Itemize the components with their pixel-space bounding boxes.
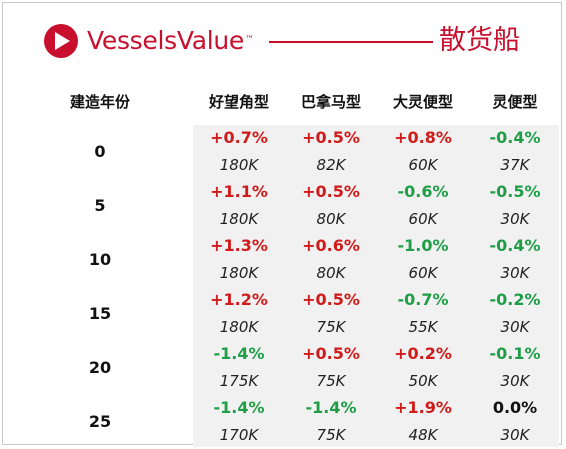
change-cell: -0.1% [489,344,541,363]
change-cell: +0.7% [210,128,268,147]
value-cell: 37K [500,156,530,174]
age-label: 15 [88,304,112,323]
age-label: 25 [88,412,112,431]
value-cell: 175K [219,372,259,390]
change-cell: +0.5% [302,128,360,147]
value-cell: 48K [408,426,438,444]
age-column-header: 建造年份 [69,93,130,111]
change-cell: +0.8% [394,128,452,147]
value-cell: 80K [316,210,346,228]
value-cell: 180K [219,318,259,336]
value-cell: 75K [316,318,346,336]
change-cell: +1.3% [210,236,268,255]
change-cell: -0.2% [489,290,541,309]
age-label: 20 [88,358,112,377]
age-label: 5 [94,196,106,215]
column-header-handysize: 灵便型 [492,93,538,111]
change-cell: -1.4% [305,398,357,417]
values-background [193,125,559,447]
value-cell: 60K [408,156,438,174]
change-cell: +0.5% [302,344,360,363]
value-cell: 60K [408,264,438,282]
value-cell: 75K [316,372,346,390]
change-cell: +1.2% [210,290,268,309]
change-cell: -0.5% [489,182,541,201]
change-cell: -1.4% [213,344,265,363]
value-cell: 55K [408,318,438,336]
value-cell: 80K [316,264,346,282]
value-cell: 82K [316,156,346,174]
change-cell: +1.9% [394,398,452,417]
change-cell: 0.0% [492,398,538,417]
brand-name: VesselsValue™ [87,26,254,55]
change-cell: -0.4% [489,236,541,255]
change-cell: +0.2% [394,344,452,363]
header: VesselsValue™ 散货船 [3,3,561,83]
value-cell: 30K [500,318,530,336]
change-cell: +0.6% [302,236,360,255]
value-cell: 75K [316,426,346,444]
column-header-capesize: 好望角型 [208,93,269,111]
change-cell: -0.7% [397,290,449,309]
value-cell: 30K [500,372,530,390]
change-cell: +0.5% [302,290,360,309]
value-cell: 50K [408,372,438,390]
change-cell: -1.0% [397,236,449,255]
value-cell: 30K [500,210,530,228]
value-cell: 60K [408,210,438,228]
value-cell: 180K [219,264,259,282]
value-cell: 30K [500,426,530,444]
change-cell: +1.1% [210,182,268,201]
change-cell: +0.5% [302,182,360,201]
change-cell: -1.4% [213,398,265,417]
value-cell: 30K [500,264,530,282]
age-label: 10 [88,250,112,269]
value-cell: 180K [219,210,259,228]
header-rule [269,41,433,43]
value-cell: 180K [219,156,259,174]
column-header-panamax: 巴拿马型 [300,93,361,111]
change-cell: -0.6% [397,182,449,201]
vesselsvalue-logo-icon [44,24,78,58]
value-cell: 170K [219,426,259,444]
age-label: 0 [94,142,106,161]
column-header-supramax: 大灵便型 [392,93,453,111]
change-cell: -0.4% [489,128,541,147]
section-title: 散货船 [439,25,520,56]
